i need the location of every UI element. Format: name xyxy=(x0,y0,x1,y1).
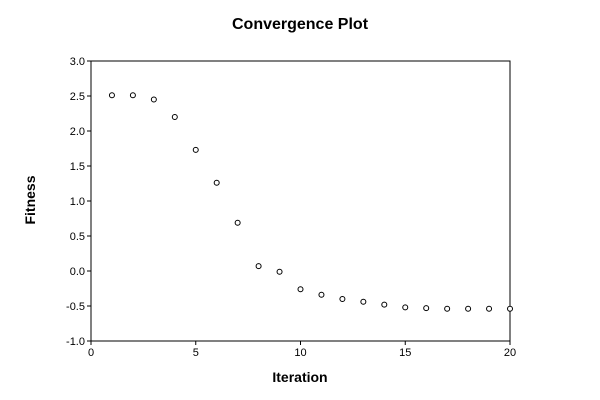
data-point xyxy=(150,96,157,103)
data-point xyxy=(465,305,472,312)
x-tick-label: 15 xyxy=(399,347,411,359)
data-point xyxy=(423,305,430,312)
data-point xyxy=(507,305,513,312)
data-point xyxy=(402,304,409,311)
plot-area xyxy=(90,60,511,342)
data-point xyxy=(255,263,262,270)
data-point xyxy=(129,92,136,99)
data-point xyxy=(360,298,367,305)
y-axis-label: Fitness xyxy=(22,175,38,224)
data-point xyxy=(486,305,493,312)
data-point xyxy=(171,114,178,120)
data-point xyxy=(276,268,283,275)
y-tick-label: -1.0 xyxy=(66,336,85,348)
axis-ticks: 0 5 10 15 20 3.0 2.5 2.0 1.5 1.0 0.5 0.0 -0.5 -1.0 xyxy=(66,56,516,359)
x-axis-label: Iteration xyxy=(272,369,327,385)
y-tick-label: 0.5 xyxy=(70,231,85,243)
x-tick-label: 20 xyxy=(504,347,516,359)
y-tick-label: 3.0 xyxy=(70,56,85,68)
data-point xyxy=(213,179,220,186)
y-tick-label: 1.0 xyxy=(70,196,85,208)
data-points xyxy=(108,92,513,312)
data-point xyxy=(318,291,325,298)
data-point xyxy=(444,305,451,312)
data-point xyxy=(339,296,346,302)
data-point xyxy=(108,92,115,99)
data-point xyxy=(297,286,304,293)
x-tick-label: 0 xyxy=(88,347,94,359)
y-tick-label: 2.5 xyxy=(70,91,85,103)
y-tick-label: -0.5 xyxy=(66,301,85,313)
x-tick-label: 5 xyxy=(193,347,199,359)
y-tick-label: 0.0 xyxy=(70,266,85,278)
data-point xyxy=(192,146,199,153)
y-tick-label: 1.5 xyxy=(70,161,85,173)
data-point xyxy=(234,219,241,226)
x-tick-label: 10 xyxy=(294,347,306,359)
data-point xyxy=(381,301,388,308)
y-tick-label: 2.0 xyxy=(70,126,85,138)
chart-title: Convergence Plot xyxy=(232,16,369,33)
